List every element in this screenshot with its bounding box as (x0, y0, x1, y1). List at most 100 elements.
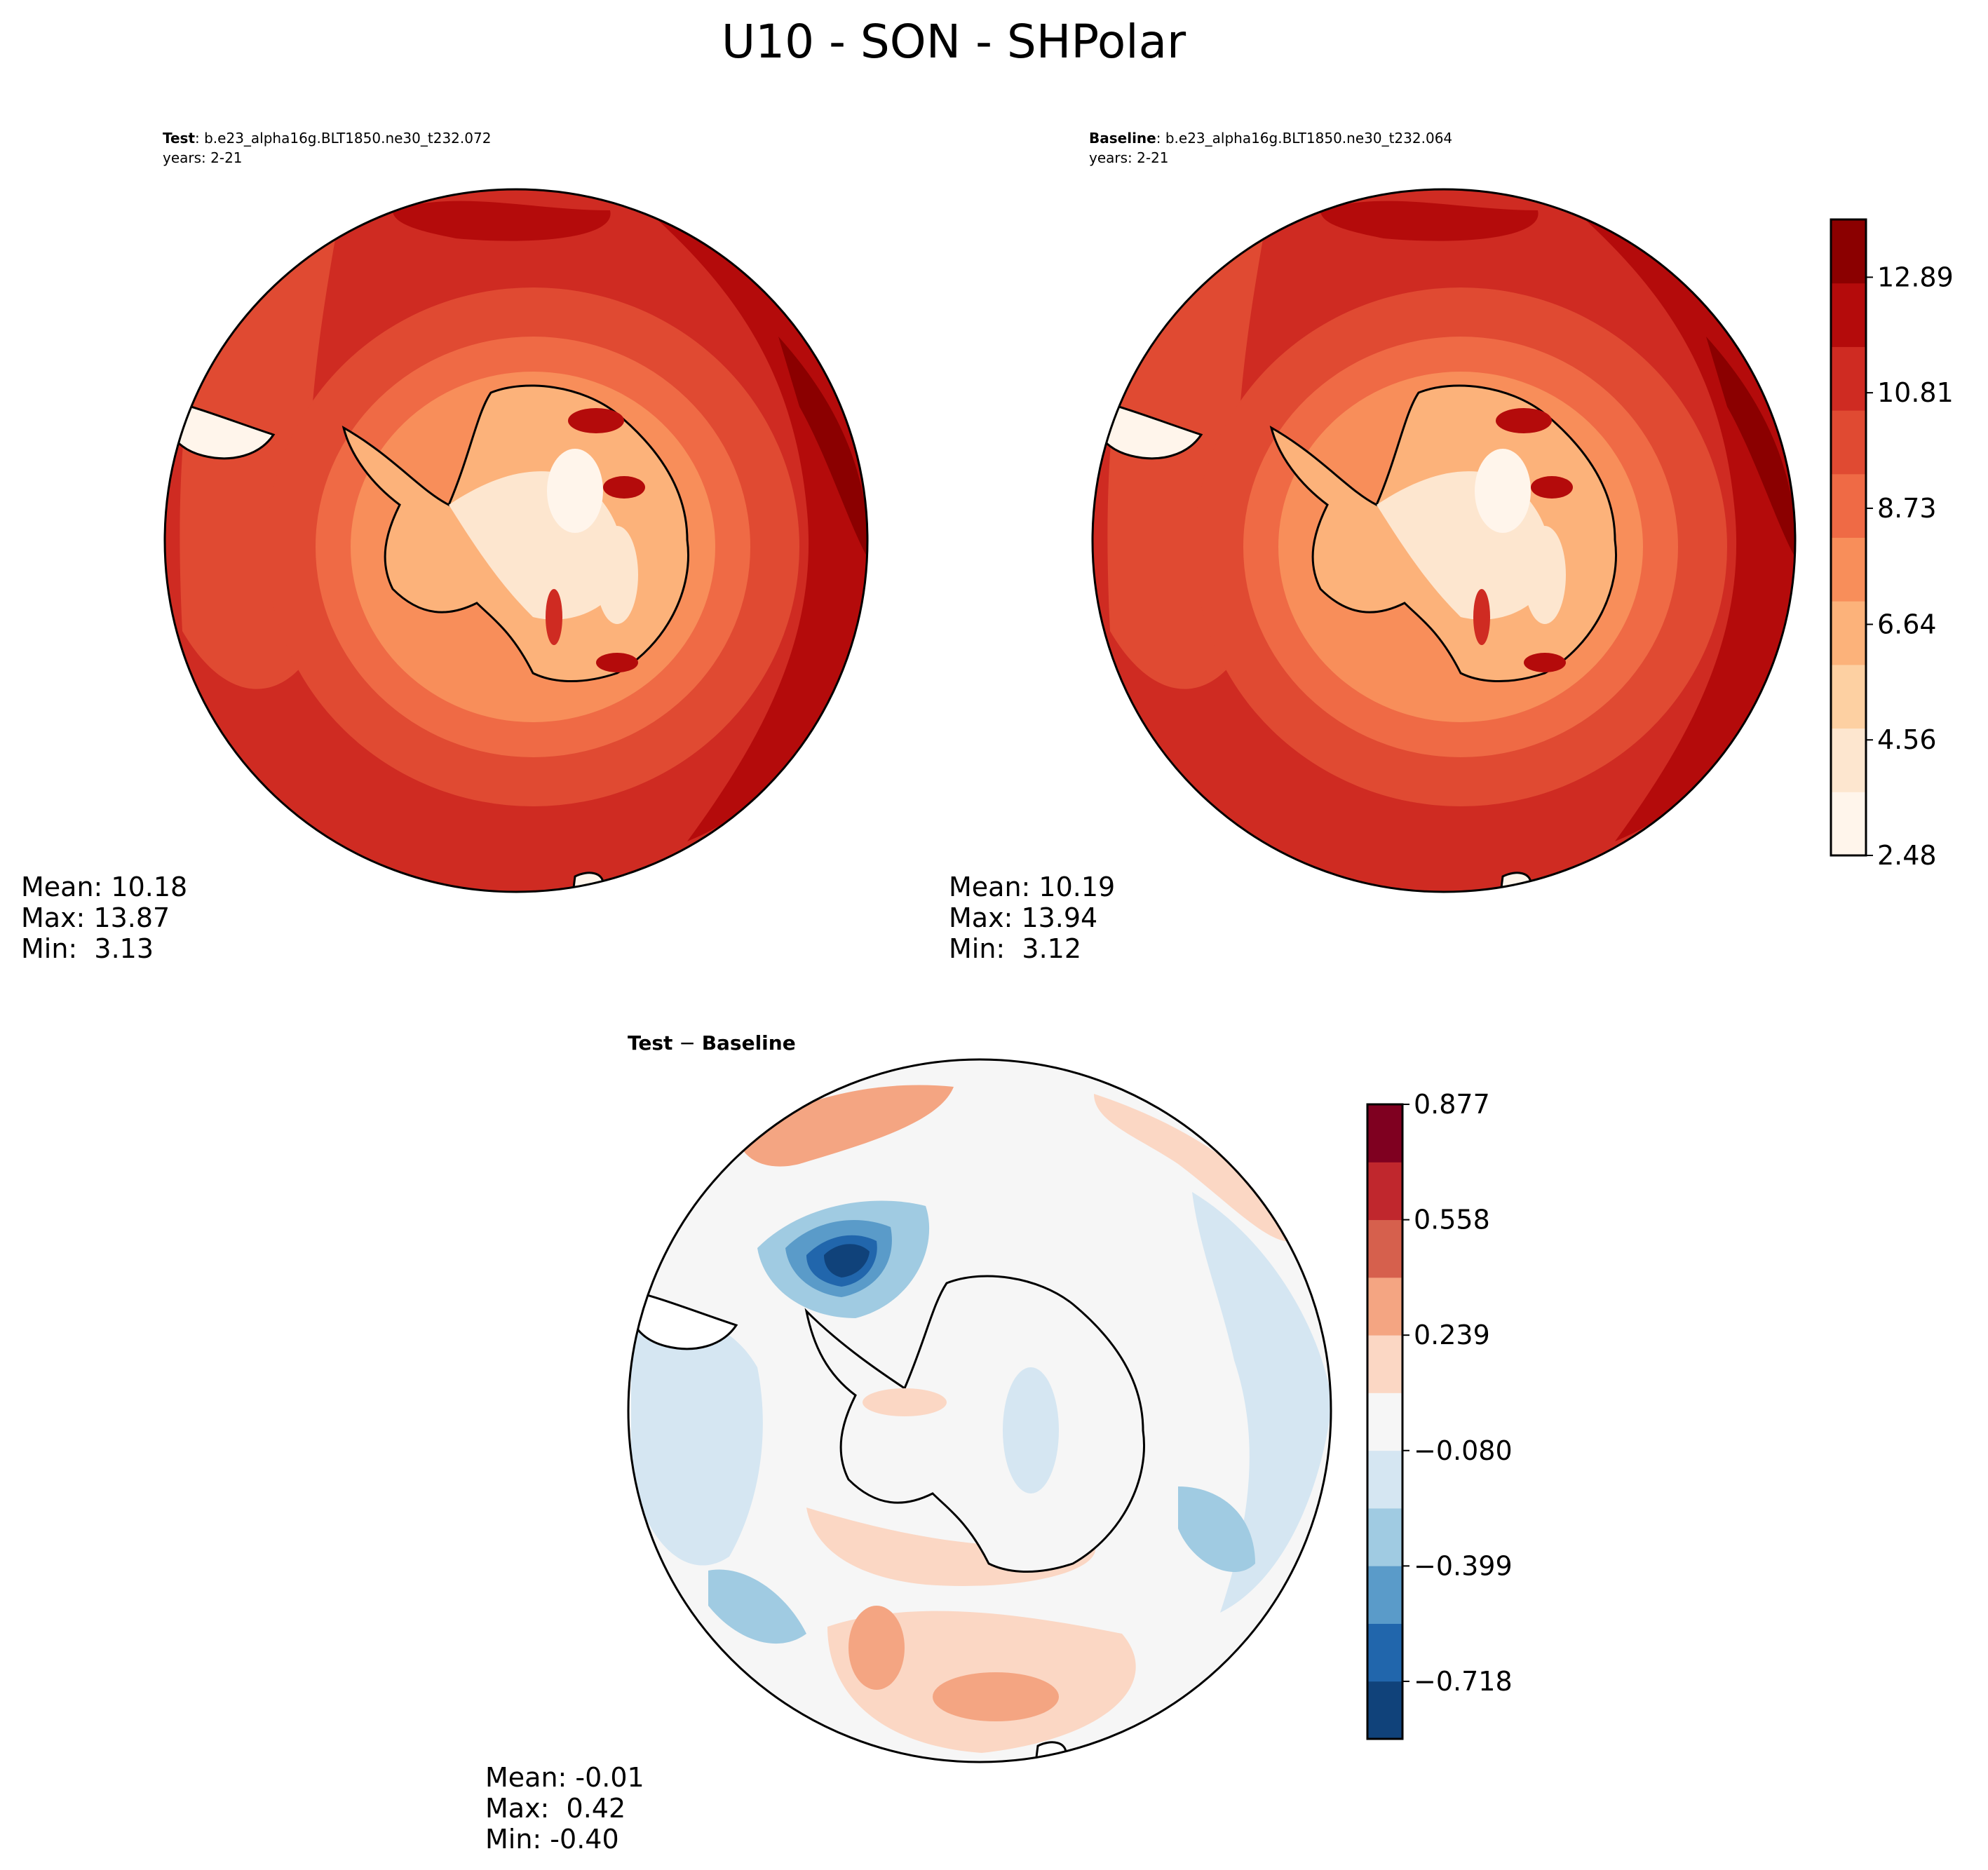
map-baseline-dark-spot-3 (1524, 653, 1566, 672)
figure-title: U10 - SON - SHPolar (722, 15, 1186, 69)
colorbar-absolute-tick-label: 8.73 (1877, 493, 1937, 524)
colorbar-difference-segment (1367, 1681, 1402, 1740)
colorbar-absolute-segment (1831, 728, 1866, 792)
colorbar-difference-segment (1367, 1219, 1402, 1278)
colorbar-absolute: 2.48 4.56 6.64 8.73 10.81 12.89 (1830, 218, 1954, 871)
map-diff-neg-low-west (708, 1569, 806, 1644)
colorbar-difference-frame (1366, 1103, 1404, 1740)
panel-baseline-label: Baseline: b.e23_alpha16g.BLT1850.ne30_t2… (1089, 130, 1452, 147)
colorbar-difference-tick-label: 0.239 (1414, 1320, 1490, 1350)
map-test-dark-spot-1 (568, 408, 624, 433)
map-diff-antarctica (804, 1275, 1145, 1573)
map-diff-neg-east (1192, 1192, 1331, 1613)
panel-baseline-label-bold: Baseline (1089, 130, 1156, 147)
panel-baseline-stat-mean: Mean: 10.19 (949, 872, 1115, 902)
colorbar-absolute-segment (1831, 219, 1866, 284)
map-baseline-australia-edge (1498, 872, 1532, 892)
colorbar-difference-segment (1367, 1162, 1402, 1221)
map-baseline-interior-patch-1 (1475, 449, 1531, 533)
colorbar-difference-tick-label: −0.080 (1414, 1435, 1513, 1466)
colorbar-absolute-segment (1831, 664, 1866, 729)
panel-diff-stat-min: Min: -0.40 (485, 1824, 619, 1855)
colorbar-difference-tick-label: 0.558 (1414, 1205, 1490, 1235)
map-test-dark-spot-2 (603, 476, 645, 499)
colorbar-absolute-segment (1831, 346, 1866, 411)
map-diff-neg-blob-core (824, 1244, 870, 1278)
colorbar-absolute-frame (1830, 218, 1867, 857)
colorbar-absolute-tick-label: 4.56 (1877, 724, 1937, 755)
panel-baseline-stat-max: Max: 13.94 (949, 902, 1097, 933)
colorbar-difference-segment (1367, 1566, 1402, 1624)
map-diff-antarctica-pos-1 (863, 1388, 947, 1416)
panel-baseline-years: years: 2-21 (1089, 149, 1169, 166)
colorbar-absolute-tick-label: 10.81 (1877, 377, 1954, 408)
colorbar-absolute-segment (1831, 283, 1866, 347)
map-test-interior-patch-2 (596, 526, 638, 624)
panel-test-label-bold: Test (163, 130, 195, 147)
map-diff-neg-se (1178, 1486, 1255, 1572)
map-diff (628, 1059, 1331, 1762)
panel-test-stat-mean: Mean: 10.18 (21, 872, 187, 902)
colorbar-absolute-segment (1831, 473, 1866, 538)
map-test-dark-spot-3 (596, 653, 638, 672)
map-test-frame (163, 188, 869, 893)
map-diff-frame (627, 1058, 1332, 1763)
colorbar-difference-tick-label: −0.399 (1414, 1550, 1513, 1581)
map-test-band-strongest (778, 337, 867, 561)
panel-test-stat-min: Min: 3.13 (21, 933, 154, 964)
colorbar-absolute-tick-label: 2.48 (1877, 840, 1937, 871)
map-baseline-frame (1091, 188, 1797, 893)
map-test-australia-edge (570, 872, 604, 892)
map-baseline-interior-patch-2 (1524, 526, 1566, 624)
panel-baseline-stat-min: Min: 3.12 (949, 933, 1081, 964)
colorbar-absolute-segment (1831, 601, 1866, 665)
panel-diff-stat-mean: Mean: -0.01 (485, 1762, 644, 1793)
panel-diff-label-sep: − (672, 1031, 701, 1055)
map-test (165, 189, 867, 892)
colorbar-difference-segment (1367, 1623, 1402, 1682)
panel-baseline-label-rest: : b.e23_alpha16g.BLT1850.ne30_t232.064 (1156, 130, 1452, 147)
panel-diff-stat-max: Max: 0.42 (485, 1793, 626, 1824)
map-diff-pos-northeast (1094, 1094, 1304, 1242)
colorbar-absolute-segment (1831, 792, 1866, 856)
map-test-interior-patch-1 (547, 449, 603, 533)
map-test-band-strong-north (393, 201, 611, 241)
map-diff-pos-south-2 (933, 1672, 1059, 1721)
map-diff-antarctica-neg-1 (1003, 1367, 1059, 1493)
map-baseline-band-strong-north (1320, 201, 1539, 241)
panel-test-label: Test: b.e23_alpha16g.BLT1850.ne30_t232.0… (163, 130, 491, 147)
colorbar-difference-segment (1367, 1393, 1402, 1451)
panel-test-label-rest: : b.e23_alpha16g.BLT1850.ne30_t232.072 (195, 130, 491, 147)
map-baseline-band-strongest (1706, 337, 1795, 561)
colorbar-difference-segment (1367, 1507, 1402, 1566)
map-test-band-strong-east (631, 196, 867, 841)
panel-diff: Test − Baseline Mean: -0.01 Ma (485, 1031, 1332, 1855)
map-baseline (1093, 189, 1795, 892)
map-baseline-dark-spot-1 (1496, 408, 1552, 433)
colorbar-difference: −0.718 −0.399 −0.080 0.239 0.558 0.877 (1366, 1089, 1513, 1740)
panel-diff-label-bold2: Baseline (702, 1031, 796, 1055)
panel-baseline: Baseline: b.e23_alpha16g.BLT1850.ne30_t2… (949, 130, 1797, 964)
colorbar-difference-segment (1367, 1450, 1402, 1509)
map-baseline-dark-spot-2 (1531, 476, 1573, 499)
panel-test-stat-max: Max: 13.87 (21, 902, 170, 933)
colorbar-absolute-segment (1831, 410, 1866, 475)
colorbar-difference-segment (1367, 1277, 1402, 1336)
colorbar-difference-segment (1367, 1335, 1402, 1393)
colorbar-absolute-tick-label: 6.64 (1877, 609, 1937, 639)
colorbar-difference-tick-label: −0.718 (1414, 1666, 1513, 1697)
panel-test-years: years: 2-21 (163, 149, 243, 166)
panel-test: Test: b.e23_alpha16g.BLT1850.ne30_t232.0… (21, 130, 869, 964)
map-diff-neg-west (631, 1317, 763, 1566)
map-test-dark-spot-4 (546, 589, 562, 645)
map-baseline-dark-spot-4 (1473, 589, 1490, 645)
colorbar-absolute-tick-label: 12.89 (1877, 262, 1954, 292)
map-baseline-band-strong-east (1559, 196, 1795, 841)
colorbar-difference-tick-label: 0.877 (1414, 1089, 1490, 1120)
panel-diff-label-bold: Test (628, 1031, 672, 1055)
map-diff-pos-south-3 (848, 1606, 905, 1690)
panel-diff-label: Test − Baseline (628, 1031, 796, 1055)
colorbar-absolute-segment (1831, 537, 1866, 602)
colorbar-difference-segment (1367, 1104, 1402, 1163)
